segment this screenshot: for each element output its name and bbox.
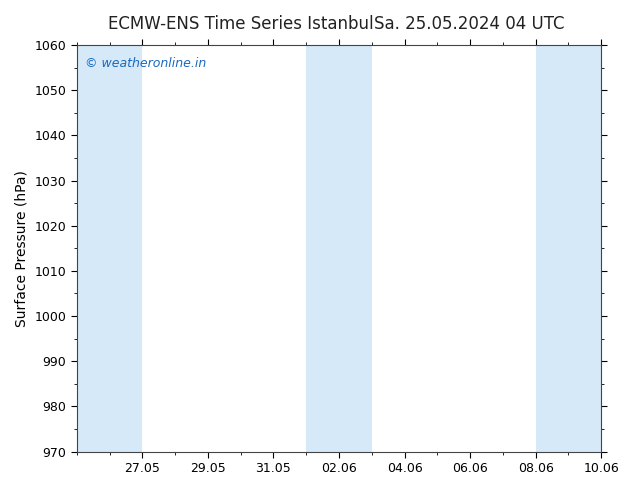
Text: © weatheronline.in: © weatheronline.in [85, 57, 206, 70]
Bar [536, 45, 601, 452]
Text: ECMW-ENS Time Series Istanbul: ECMW-ENS Time Series Istanbul [108, 15, 373, 33]
Text: Sa. 25.05.2024 04 UTC: Sa. 25.05.2024 04 UTC [374, 15, 564, 33]
Bar [77, 45, 143, 452]
Bar [306, 45, 372, 452]
Y-axis label: Surface Pressure (hPa): Surface Pressure (hPa) [15, 170, 29, 327]
